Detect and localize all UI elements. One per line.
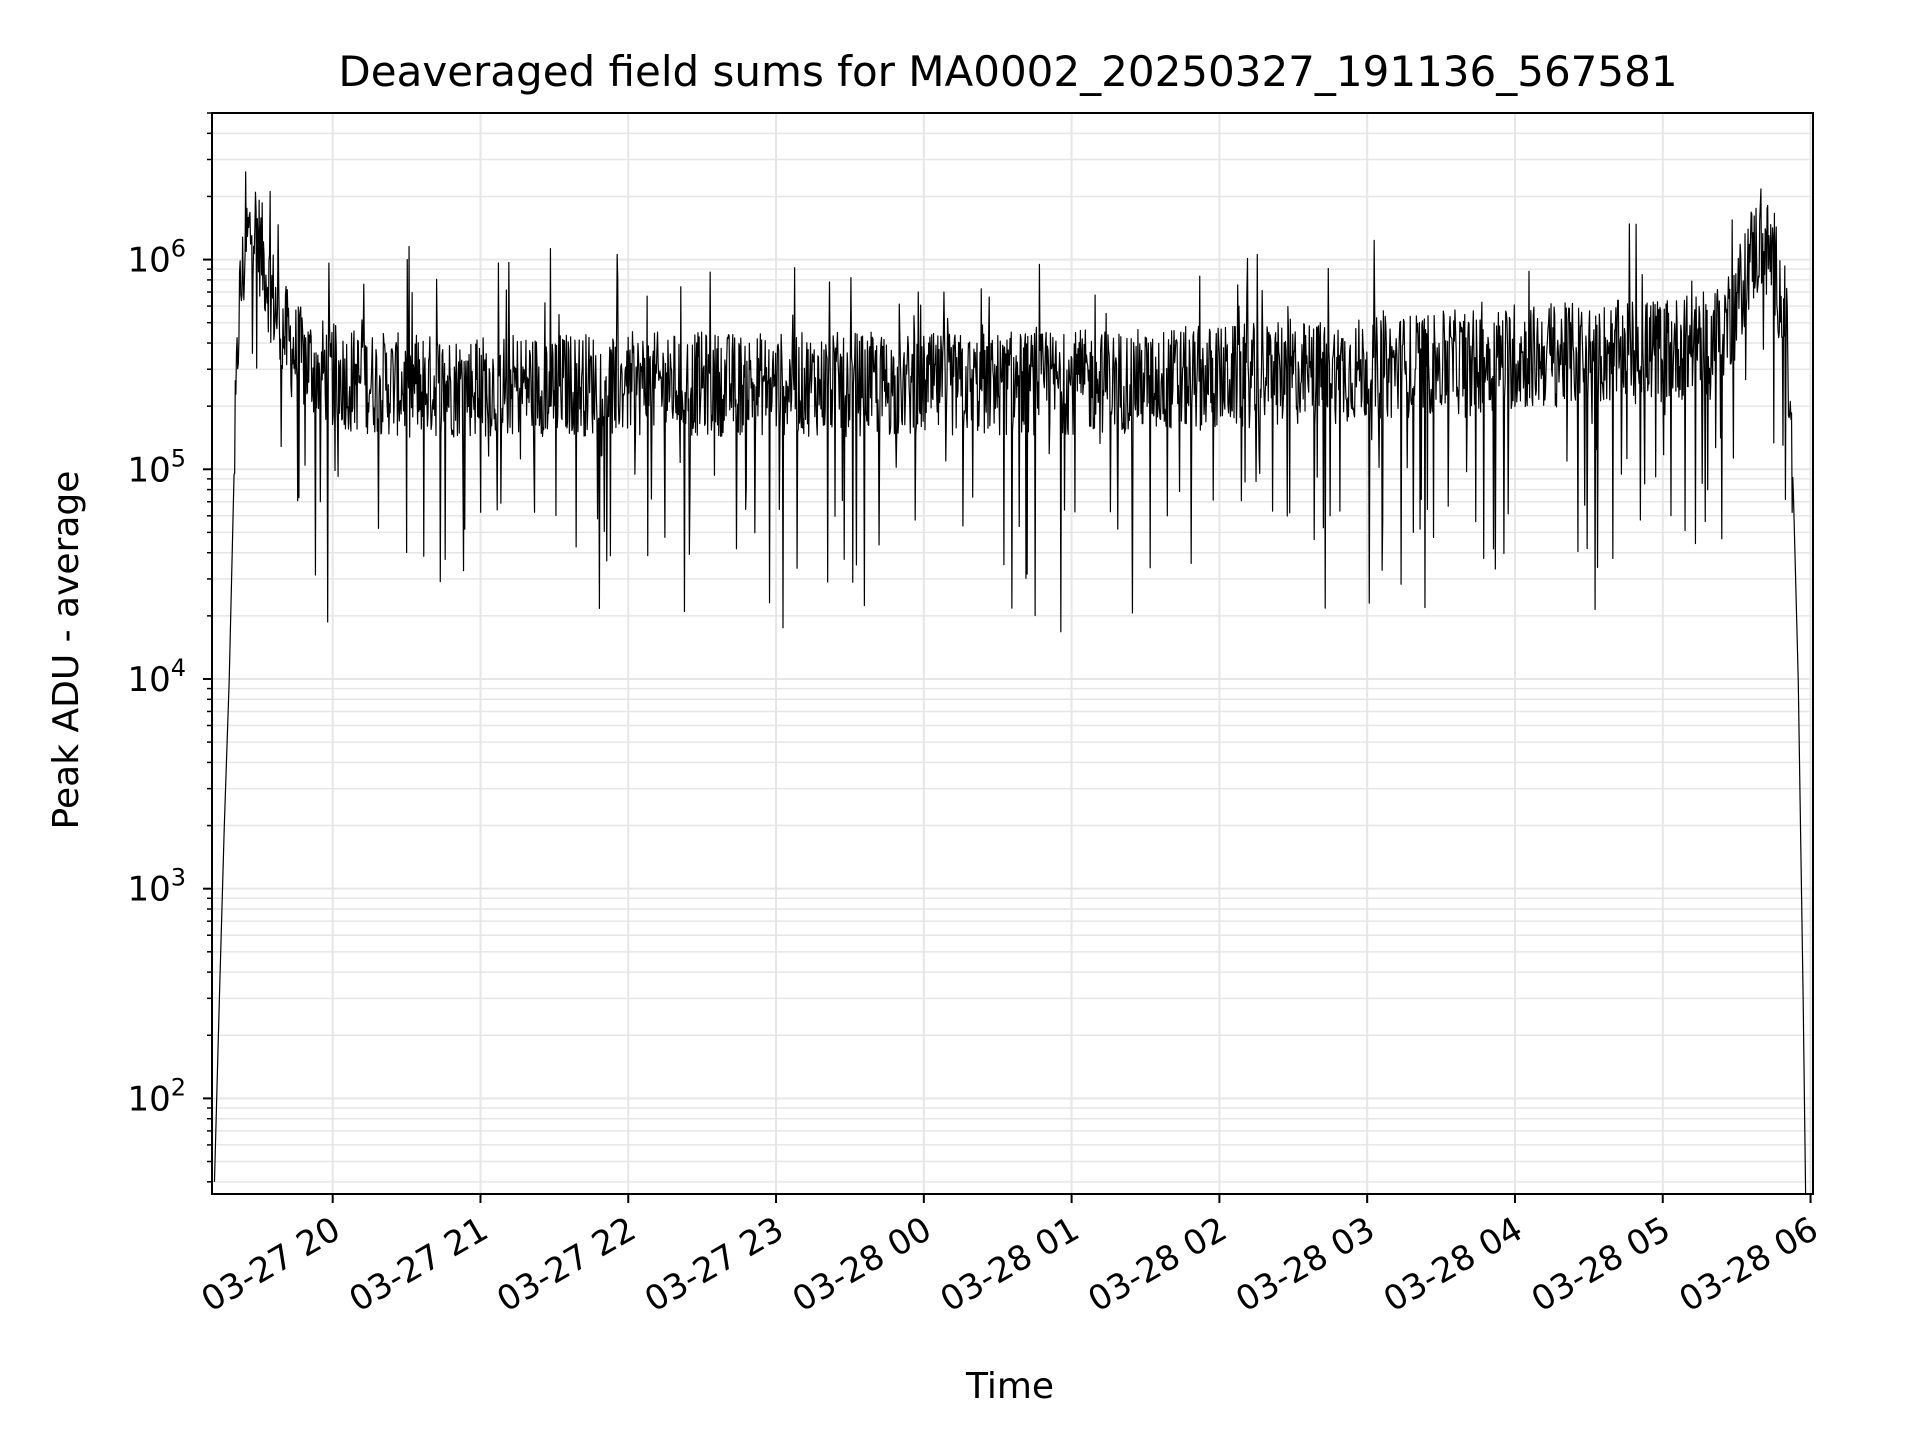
data-series [213, 171, 1807, 1194]
y-tick-label: 102 [127, 1073, 186, 1119]
y-axis-label: Peak ADU - average [46, 471, 87, 830]
y-tick-label: 103 [127, 864, 186, 910]
series-line [213, 171, 1807, 1194]
grid-lines [212, 112, 1813, 1194]
x-axis-label: Time [965, 1366, 1054, 1407]
y-tick-label: 105 [127, 444, 186, 490]
plot-background [212, 113, 1813, 1194]
y-tick-label: 104 [127, 654, 186, 700]
plot-frame [211, 112, 1814, 1195]
y-tick-label: 106 [127, 235, 186, 281]
chart-title: Deaveraged field sums for MA0002_2025032… [338, 47, 1677, 96]
